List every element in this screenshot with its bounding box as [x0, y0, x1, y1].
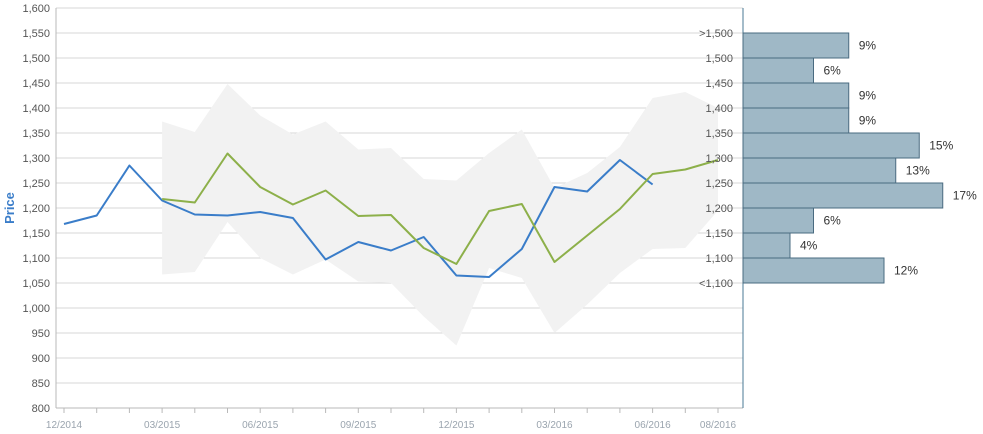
histogram-bar [742, 232, 791, 259]
histogram-percent-label: 15% [929, 139, 953, 153]
histogram-percent-label: 9% [859, 89, 877, 103]
x-tick-label: 06/2015 [242, 420, 279, 431]
histogram-bar [742, 82, 850, 109]
y-tick-label: 1,600 [22, 3, 50, 15]
y-tick-label: 1,200 [22, 203, 50, 215]
y-tick-label: 1,500 [22, 53, 50, 65]
histogram-bin-label: 1,150 [705, 228, 733, 240]
histogram-bin-label: 1,450 [705, 78, 733, 90]
y-tick-label: 950 [32, 328, 50, 340]
y-tick-label: 1,150 [22, 228, 50, 240]
y-tick-label: 1,550 [22, 28, 50, 40]
histogram-bin-label: 1,200 [705, 203, 733, 215]
histogram-bar [742, 132, 920, 159]
y-tick-label: 800 [32, 403, 50, 415]
histogram-percent-label: 17% [953, 189, 977, 203]
y-tick-label: 900 [32, 353, 50, 365]
labels: 800 850 900 950 1,000 1,050 1,100 1,150 1,200 1,2… [2, 3, 977, 431]
y-tick-label: 1,050 [22, 278, 50, 290]
histogram-bin-label: 1,500 [705, 53, 733, 65]
forecast-band [162, 84, 719, 346]
histogram-percent-label: 9% [859, 39, 877, 53]
histogram-bar [742, 107, 850, 134]
price-line [63, 159, 654, 278]
y-tick-label: 1,400 [22, 103, 50, 115]
histogram-percent-label: 12% [894, 264, 918, 278]
histogram-bin-label: <1,100 [699, 278, 733, 290]
histogram-bin-label: 1,300 [705, 153, 733, 165]
x-tick-label: 03/2016 [536, 420, 573, 431]
histogram-bar [742, 57, 814, 84]
x-tick-label: 12/2014 [46, 420, 83, 431]
histogram-bar [742, 257, 885, 284]
y-tick-label: 1,300 [22, 153, 50, 165]
forecast-line [161, 152, 719, 265]
histogram-bar [742, 182, 944, 209]
histogram-percent-label: 6% [824, 214, 842, 228]
y-tick-label: 1,450 [22, 78, 50, 90]
series-lines [63, 152, 719, 278]
histogram-bar [742, 32, 850, 59]
x-tick-label: 03/2015 [144, 420, 181, 431]
histogram-bar [742, 207, 814, 234]
histogram-bin-label: 1,350 [705, 128, 733, 140]
y-tick-label: 850 [32, 378, 50, 390]
x-tick-label: 12/2015 [438, 420, 475, 431]
histogram-percent-label: 4% [800, 239, 818, 253]
histogram-bin-label: 1,250 [705, 178, 733, 190]
histogram-percent-label: 13% [906, 164, 930, 178]
x-tick-label: 09/2015 [340, 420, 377, 431]
histogram-percent-label: 9% [859, 114, 877, 128]
y-axis-title: Price [2, 192, 17, 224]
histogram-bar [742, 157, 897, 184]
y-tick-label: 1,350 [22, 128, 50, 140]
histogram-percent-label: 6% [824, 64, 842, 78]
histogram-bin-label: >1,500 [699, 28, 733, 40]
histogram-bin-label: 1,400 [705, 103, 733, 115]
y-tick-label: 1,250 [22, 178, 50, 190]
forecast-range-area [162, 84, 719, 346]
histogram-bin-label: 1,100 [705, 253, 733, 265]
y-tick-label: 1,000 [22, 303, 50, 315]
y-tick-label: 1,100 [22, 253, 50, 265]
x-tick-label: 06/2016 [635, 420, 672, 431]
histogram [742, 32, 944, 284]
x-tick-label: 08/2016 [700, 420, 737, 431]
